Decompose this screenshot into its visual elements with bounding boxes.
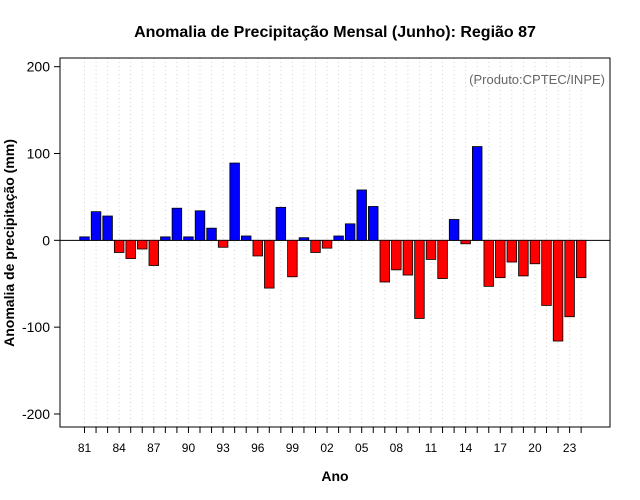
bar-2019 [518,239,529,277]
x-tick-label: 14 [459,441,473,455]
x-tick-label: 90 [182,441,196,455]
bar-2003 [333,235,344,241]
y-axis: -200 -100 0 100 200 [22,59,60,422]
bar-1983 [102,215,113,241]
y-tick-label: -100 [22,319,50,335]
bar-2011 [425,239,437,260]
x-tick-label: 87 [147,441,161,455]
bar-1986 [137,239,148,250]
x-axis: 81 84 87 90 93 96 99 02 05 08 11 14 17 20 23 [78,427,582,455]
x-axis-label: Ano [321,468,348,484]
bar-2007 [379,239,391,283]
x-tick-label: 96 [251,441,265,455]
bar-2002 [321,239,333,249]
bar-1990 [183,236,194,241]
x-tick-label: 08 [390,441,404,455]
bar-2017 [495,239,506,279]
x-tick-label: 84 [112,441,126,455]
bar-1999 [287,239,298,278]
bar-1998 [275,206,287,241]
bar-1987 [148,239,160,266]
y-tick-label: 200 [27,59,51,75]
bar-2001 [310,239,321,253]
bar-1989 [171,207,183,241]
bar-1984 [113,239,125,253]
bar-1981 [79,236,90,241]
x-tick-label: 17 [494,441,508,455]
plot-frame [59,57,611,428]
bar-1988 [160,236,171,241]
bar-2004 [344,223,356,241]
x-tick-label: 23 [563,441,577,455]
bar-2024 [575,239,587,279]
x-tick-label: 20 [528,441,542,455]
y-tick-label: 100 [27,146,51,162]
bar-2023 [564,239,575,318]
bar-1995 [240,235,252,241]
bar-2010 [414,239,425,319]
bar-2016 [483,239,494,287]
x-tick-label: 02 [320,441,334,455]
bars [79,146,587,342]
bar-2008 [391,239,402,271]
y-tick-label: 0 [42,232,50,248]
bar-1996 [252,239,263,257]
bar-2013 [448,219,460,241]
y-axis-label: Anomalia de precipitação (mm) [1,139,17,347]
bar-2020 [529,239,541,265]
x-tick-label: 93 [216,441,230,455]
bar-2014 [460,239,471,245]
bar-1992 [206,227,217,241]
x-tick-label: 05 [355,441,369,455]
y-tick-label: -200 [22,406,50,422]
bar-1985 [125,239,136,259]
bar-2022 [552,239,564,342]
x-tick-label: 11 [425,441,438,455]
bar-1997 [264,239,275,289]
x-tick-label: 99 [286,441,300,455]
bar-1991 [194,210,206,241]
bar-2015 [471,146,483,241]
source-annotation: (Produto:CPTEC/INPE) [469,72,605,87]
bar-2009 [402,239,414,276]
bar-1993 [217,239,229,248]
bar-1994 [229,162,240,241]
bar-2018 [506,239,518,263]
bar-2006 [368,206,379,241]
bar-1982 [90,211,102,241]
chart-title: Anomalia de Precipitação Mensal (Junho):… [134,24,536,41]
bar-2000 [298,237,310,241]
bar-2005 [356,189,367,241]
bar-2012 [437,239,448,279]
bar-2021 [541,239,552,306]
x-tick-label: 81 [78,441,92,455]
